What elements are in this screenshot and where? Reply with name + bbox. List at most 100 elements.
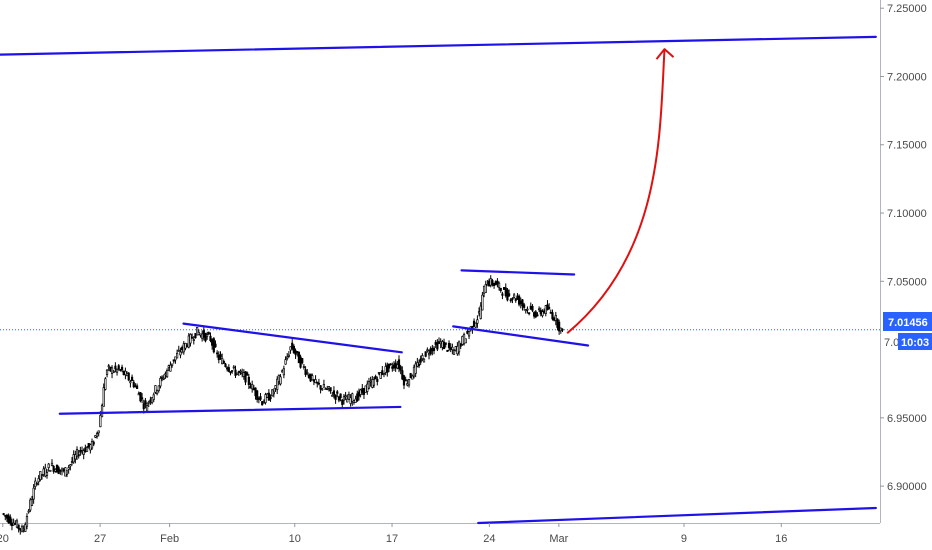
candle-down bbox=[516, 295, 519, 300]
candle-up bbox=[382, 372, 386, 375]
time-tick-label: 24 bbox=[483, 533, 495, 545]
candle-up bbox=[49, 469, 52, 472]
candle-down bbox=[244, 371, 247, 383]
candle-down bbox=[523, 304, 526, 308]
candle-up bbox=[354, 398, 357, 403]
candle-up bbox=[22, 528, 25, 531]
candle-up bbox=[37, 478, 40, 483]
candle-down bbox=[409, 373, 412, 378]
candle-up bbox=[82, 450, 85, 455]
candle-up bbox=[221, 357, 224, 365]
candle-up bbox=[277, 374, 280, 382]
candle-up bbox=[15, 520, 19, 528]
candle-up bbox=[74, 454, 77, 460]
candle-up bbox=[166, 369, 169, 378]
candle-up bbox=[352, 400, 356, 403]
candle-down bbox=[55, 464, 59, 473]
time-axis[interactable]: 20 27 Feb 10 17 24 Mar 9 16 bbox=[0, 523, 787, 545]
candle-down bbox=[62, 468, 65, 472]
candle-down bbox=[186, 345, 189, 348]
candle-up bbox=[422, 358, 426, 363]
candle-down bbox=[317, 382, 321, 385]
candle-down bbox=[459, 343, 462, 347]
candle-down bbox=[10, 522, 14, 526]
forecast-arrow[interactable] bbox=[566, 48, 675, 334]
candle-down bbox=[144, 400, 147, 405]
candle-up bbox=[201, 333, 204, 339]
candle-up bbox=[251, 384, 254, 390]
bar-countdown-badge-bg bbox=[898, 333, 932, 350]
candle-up bbox=[231, 370, 234, 372]
candle-up bbox=[105, 369, 109, 375]
candle-up bbox=[379, 372, 382, 379]
trendline-lower-channel bbox=[477, 506, 877, 525]
candle-down bbox=[79, 450, 82, 453]
candle-up bbox=[331, 394, 334, 397]
candle-up bbox=[482, 285, 486, 294]
candle-down bbox=[92, 441, 95, 445]
candle-up bbox=[327, 386, 331, 389]
candle-up bbox=[29, 499, 32, 511]
candle-up bbox=[489, 278, 492, 286]
last-price-badge: 7.01456 7.0 10:03 bbox=[883, 312, 932, 350]
candle-up bbox=[239, 370, 242, 373]
candle-down bbox=[269, 396, 272, 400]
candle-up bbox=[164, 373, 167, 376]
candle-up bbox=[54, 468, 57, 472]
candle-down bbox=[140, 397, 144, 400]
candle-up bbox=[512, 294, 516, 298]
candle-up bbox=[192, 339, 195, 341]
candle-up bbox=[311, 375, 314, 381]
candle-down bbox=[256, 390, 259, 400]
candle-down bbox=[134, 385, 137, 388]
candle-down bbox=[546, 304, 549, 311]
bar-countdown-label: 10:03 bbox=[901, 337, 929, 349]
candle-down bbox=[446, 350, 449, 352]
candle-up bbox=[474, 322, 477, 328]
candle-up bbox=[184, 342, 187, 349]
candle-up bbox=[481, 294, 484, 311]
candle-down bbox=[487, 280, 491, 286]
candle-down bbox=[402, 375, 406, 386]
candle-up bbox=[100, 405, 104, 418]
candle-up bbox=[306, 371, 309, 374]
candle-up bbox=[32, 487, 35, 500]
candle-down bbox=[506, 289, 509, 301]
candle-down bbox=[194, 333, 197, 339]
candle-up bbox=[359, 389, 362, 395]
candle-up bbox=[236, 372, 239, 375]
candle-up bbox=[64, 467, 67, 477]
candle-up bbox=[197, 331, 200, 336]
candle-up bbox=[371, 379, 374, 388]
candle-up bbox=[302, 366, 305, 368]
candle-up bbox=[486, 284, 489, 287]
candle-up bbox=[60, 468, 64, 472]
candle-down bbox=[394, 362, 397, 369]
candle-down bbox=[556, 318, 559, 328]
candle-down bbox=[139, 392, 142, 402]
candle-down bbox=[374, 376, 377, 380]
candle-down bbox=[334, 394, 337, 400]
candle-up bbox=[414, 363, 417, 374]
candle-down bbox=[4, 514, 7, 517]
price-tick-label: 6.95000 bbox=[887, 413, 927, 425]
candle-down bbox=[149, 399, 152, 402]
candle-up bbox=[129, 381, 132, 384]
candle-up bbox=[137, 393, 140, 396]
last-price-badge-bg bbox=[883, 312, 932, 331]
candle-up bbox=[456, 345, 459, 355]
candle-down bbox=[259, 396, 262, 400]
candle-down bbox=[424, 351, 427, 357]
candle-down bbox=[59, 469, 62, 472]
trendlines[interactable] bbox=[0, 35, 877, 525]
candle-up bbox=[167, 365, 170, 368]
candle-down bbox=[117, 365, 120, 370]
candle-down bbox=[122, 370, 125, 376]
price-axis[interactable]: 7.25000 7.20000 7.15000 7.10000 7.05000 6.950… bbox=[880, 3, 927, 493]
candle-up bbox=[406, 383, 409, 386]
candle-down bbox=[492, 282, 496, 286]
candle-down bbox=[337, 396, 341, 401]
candle-down bbox=[417, 363, 421, 367]
candle-down bbox=[19, 528, 22, 531]
